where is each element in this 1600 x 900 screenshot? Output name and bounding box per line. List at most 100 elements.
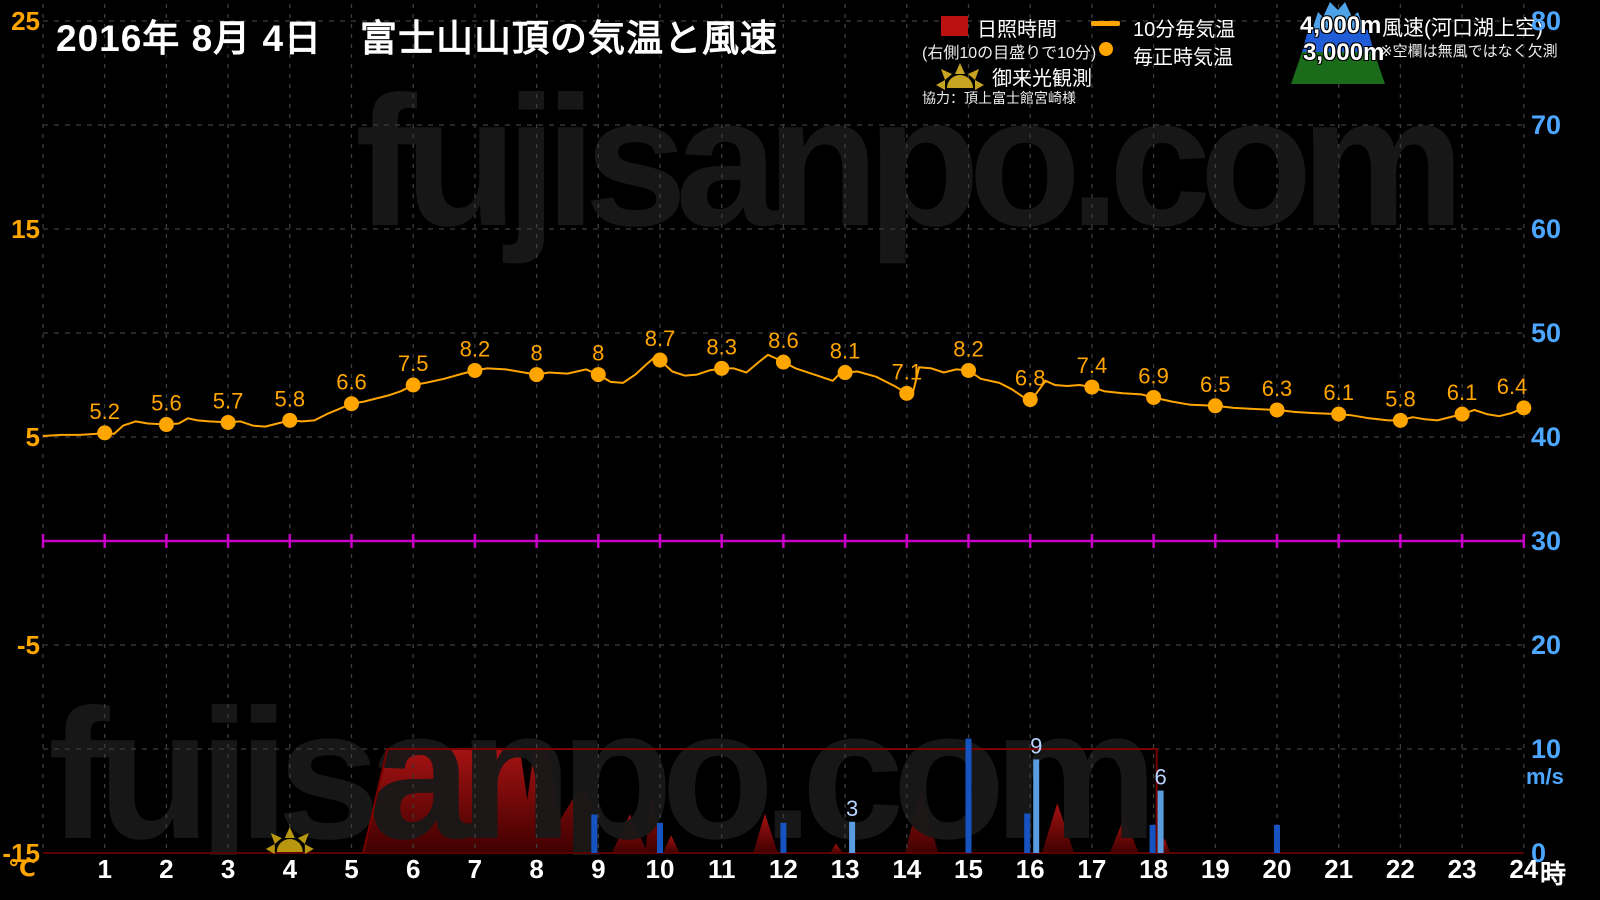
- temp-value-label: 8: [592, 341, 604, 366]
- temp-value-label: 7.1: [892, 359, 923, 384]
- legend-alt-3000: 3,000m: [1303, 39, 1385, 66]
- wind-bar-label: 3: [846, 796, 858, 821]
- hour-axis-tick: 16: [1015, 854, 1045, 884]
- temp-axis-tick: 5: [25, 422, 40, 452]
- wind-axis-tick: 50: [1531, 318, 1562, 348]
- sunshine-area: [904, 791, 939, 853]
- temp-value-label: 8.3: [706, 334, 737, 359]
- hour-axis-tick: 6: [405, 854, 421, 884]
- legend-sunshine-note: (右側10の目盛りで10分): [922, 45, 1097, 62]
- temp-value-label: 8.2: [953, 336, 984, 361]
- sun-ray: [297, 833, 309, 844]
- temp-dot: [405, 377, 421, 393]
- wind-bar-label: 9: [1030, 733, 1042, 758]
- temp-dot-swatch-icon: [1099, 42, 1113, 56]
- wind-bar-3000m: [780, 822, 787, 853]
- temp-dot: [529, 367, 545, 383]
- wind-axis-tick: 30: [1531, 526, 1562, 556]
- temp-dot: [837, 365, 853, 381]
- hour-axis-tick: 15: [954, 854, 983, 884]
- temp-dot: [961, 362, 976, 378]
- hour-axis-tick: 18: [1139, 854, 1169, 884]
- temp-dot: [1022, 392, 1038, 408]
- hour-axis-tick: 8: [529, 854, 544, 884]
- temp-value-label: 6.4: [1497, 374, 1528, 399]
- temp-unit-label: ℃: [8, 855, 36, 881]
- wind-bar-3000m: [1024, 813, 1031, 853]
- wind-bar-3000m: [1149, 824, 1156, 853]
- temp-value-label: 8.1: [830, 339, 861, 364]
- sun-ray: [284, 827, 295, 838]
- temp-dot: [1269, 402, 1285, 418]
- wind-axis-tick: 40: [1531, 422, 1562, 452]
- wind-bar-3000m: [965, 738, 972, 853]
- temp-dot: [714, 360, 730, 376]
- sun-ray: [270, 833, 282, 844]
- temp-value-label: 8.6: [768, 328, 799, 353]
- legend-sunrise-label: 御来光観測: [992, 68, 1092, 90]
- wind-axis-tick: 10: [1531, 734, 1562, 764]
- temp-value-label: 6.5: [1200, 372, 1231, 397]
- temp-value-label: 5.7: [213, 388, 244, 413]
- wind-axis-tick: 80: [1531, 6, 1562, 36]
- temp-value-label: 5.6: [151, 391, 182, 416]
- temp-dot: [344, 396, 359, 412]
- wind-bar-3000m: [591, 814, 598, 853]
- hour-axis-tick: 11: [707, 854, 736, 884]
- hour-axis-tick: 14: [892, 854, 922, 884]
- temp-axis-tick: 15: [11, 214, 40, 244]
- temp-dot: [1454, 406, 1470, 422]
- hour-axis-tick: 10: [645, 854, 675, 884]
- legend-sunshine-label: 日照時間: [977, 19, 1057, 41]
- legend-dot-label: 毎正時気温: [1133, 47, 1233, 69]
- hour-axis-tick: 9: [591, 854, 606, 884]
- temp-value-label: 5.8: [1385, 386, 1416, 411]
- hour-axis-tick: 4: [282, 854, 298, 884]
- sunshine-area: [1041, 803, 1074, 853]
- temp-value-label: 8.7: [645, 326, 676, 351]
- sun-disc: [276, 839, 303, 852]
- wind-axis-tick: 0: [1531, 838, 1547, 868]
- sunshine-swatch-icon: [941, 16, 968, 36]
- temp-value-label: 5.8: [275, 386, 306, 411]
- hour-axis-tick: 3: [220, 854, 236, 884]
- sunshine-ref-line: [362, 748, 1158, 854]
- temp-value-label: 6.1: [1323, 380, 1354, 405]
- legend-wind-label: 風速(河口湖上空): [1382, 17, 1543, 40]
- temp-value-label: 6.6: [336, 370, 367, 395]
- sun-ray: [955, 63, 965, 74]
- temp-dot: [652, 352, 668, 368]
- temp-dot: [899, 385, 915, 401]
- wind-axis-tick: 60: [1531, 214, 1562, 244]
- legend-credit: 協力：頂上富士館宮崎様: [922, 90, 1076, 106]
- temp-dot: [1516, 400, 1532, 416]
- temp-value-label: 6.8: [1015, 366, 1046, 391]
- temp-dot: [1207, 398, 1223, 414]
- temp-value-label: 8.2: [460, 336, 491, 361]
- hour-axis-tick: 17: [1077, 854, 1107, 884]
- sun-ray: [941, 69, 952, 80]
- temp-axis-tick: -5: [16, 630, 40, 660]
- legend-wind-note: ※空欄は無風ではなく欠測: [1380, 43, 1558, 60]
- temp-10min-line: [42, 353, 1525, 437]
- temp-dot: [1084, 379, 1100, 395]
- temp-value-label: 8: [530, 341, 542, 366]
- wind-bar-label: 6: [1154, 765, 1166, 790]
- sunshine-area: [830, 843, 844, 853]
- page-title: 2016年 8月 4日 富士山山頂の気温と風速: [56, 18, 779, 59]
- temp-value-label: 5.2: [89, 399, 120, 424]
- hour-axis-tick: 1: [97, 854, 112, 884]
- hour-axis-tick: 23: [1447, 854, 1477, 884]
- temp-dot: [220, 414, 236, 430]
- temp-axis-tick: -15: [2, 838, 40, 868]
- wind-bar-4000m: [1033, 759, 1040, 853]
- hour-axis-tick: 24: [1509, 854, 1539, 884]
- temp-value-label: 7.5: [398, 351, 429, 376]
- sunshine-area: [753, 813, 778, 853]
- watermark-text: fujisanpo.com: [355, 59, 1454, 265]
- sunshine-area: [363, 749, 599, 853]
- hour-axis-tick: 22: [1385, 854, 1415, 884]
- temp-dot: [1146, 389, 1162, 405]
- legend-line-label: 10分毎気温: [1133, 19, 1236, 41]
